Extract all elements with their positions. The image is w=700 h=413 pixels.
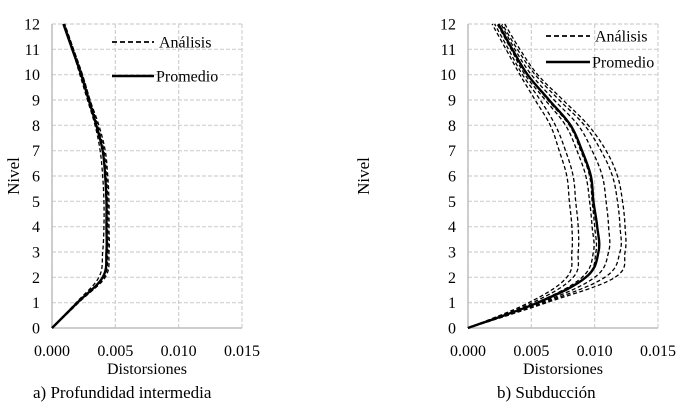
y-tick-label: 11 (25, 42, 40, 59)
y-tick-label: 0 (32, 321, 40, 338)
y-tick-label: 8 (32, 118, 40, 135)
y-tick-label: 9 (32, 93, 40, 110)
y-tick-label: 9 (448, 93, 456, 110)
chart-b-caption: b) Subducción (497, 383, 596, 402)
y-tick-label: 2 (448, 270, 456, 287)
y-tick-label: 1 (448, 295, 456, 312)
y-tick-label: 3 (32, 245, 40, 262)
y-axis-label: Nivel (4, 157, 23, 195)
y-axis-label: Nivel (354, 157, 373, 195)
legend-label-analisis: Análisis (595, 29, 647, 46)
series-line-analisis (467, 23, 622, 329)
y-tick-label: 5 (32, 194, 40, 211)
y-tick-label: 8 (448, 118, 456, 135)
y-tick-label: 10 (24, 67, 40, 84)
x-tick-label: 0.015 (224, 343, 260, 360)
y-tick-label: 4 (32, 219, 40, 236)
series-line-analisis (467, 23, 611, 329)
x-axis-label: Distorsiones (523, 361, 603, 378)
y-tick-label: 11 (441, 42, 456, 59)
y-tick-label: 2 (32, 270, 40, 287)
y-tick-label: 0 (448, 321, 456, 338)
x-tick-label: 0.010 (161, 343, 197, 360)
series-line-promedio (51, 23, 108, 329)
legend-label-promedio: Promedio (592, 55, 654, 72)
x-tick-label: 0.000 (34, 343, 70, 360)
chart-panel-a: 0 1 2 3 4 5 6 7 8 9 10 11 12 0.000 0.005 0.010 0.015 Dist… (0, 0, 350, 408)
y-tick-label: 7 (448, 143, 456, 160)
x-tick-label: 0.015 (640, 343, 676, 360)
legend-label-promedio: Promedio (156, 69, 218, 86)
y-tick-label: 6 (448, 169, 456, 186)
series-line-promedio (467, 23, 601, 330)
series-line-analisis (467, 23, 580, 329)
series-line-analisis (467, 23, 595, 329)
y-tick-label: 7 (32, 143, 40, 160)
x-tick-label: 0.005 (97, 343, 133, 360)
series-line-analisis (467, 23, 574, 329)
x-tick-label: 0.000 (450, 343, 486, 360)
legend-label-analisis: Análisis (159, 35, 211, 52)
y-tick-label: 10 (440, 67, 456, 84)
y-tick-label: 6 (32, 169, 40, 186)
chart-a-caption: a) Profundidad intermedia (33, 383, 212, 402)
chart-panel-b: 0 1 2 3 4 5 6 7 8 9 10 11 12 0.000 0.005 0.010 0.015 Dist… (350, 0, 700, 408)
series-line-analisis (51, 23, 110, 329)
y-tick-label: 4 (448, 219, 456, 236)
y-tick-label: 3 (448, 245, 456, 262)
x-tick-label: 0.005 (513, 343, 549, 360)
x-axis-label: Distorsiones (107, 361, 187, 378)
x-tick-label: 0.010 (577, 343, 613, 360)
y-tick-label: 1 (32, 295, 40, 312)
series-line-analisis (467, 23, 627, 329)
y-tick-label: 12 (24, 17, 40, 34)
y-tick-label: 12 (440, 17, 456, 34)
y-tick-label: 5 (448, 194, 456, 211)
